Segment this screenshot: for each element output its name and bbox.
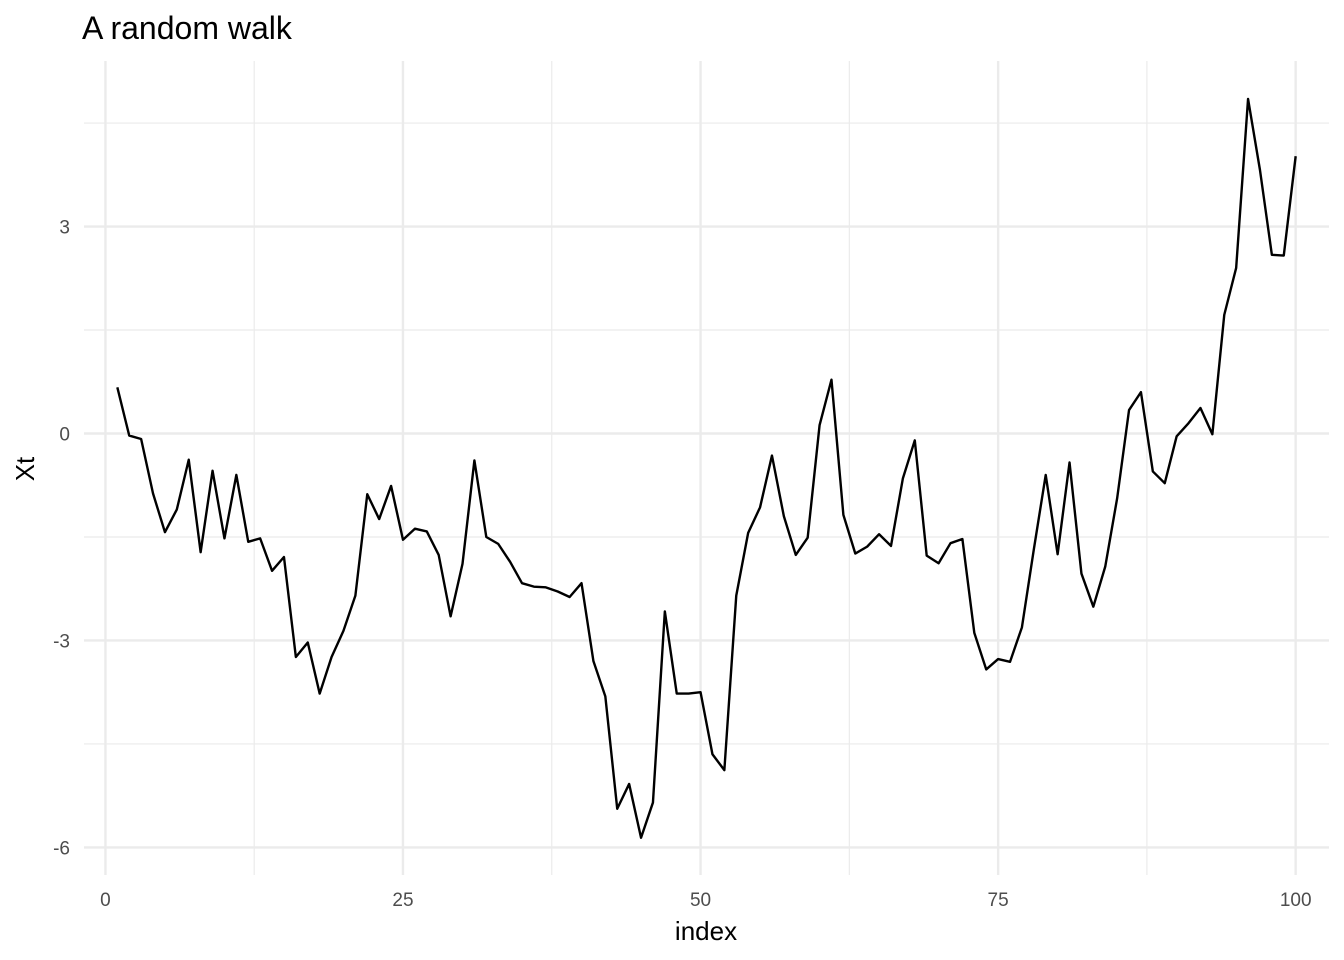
y-tick-label: 3 [59, 218, 70, 239]
x-tick-label: 50 [690, 890, 711, 911]
x-tick-label: 25 [392, 890, 413, 911]
x-axis-ticks: 0 25 50 75 100 [100, 890, 1311, 911]
y-tick-label: -3 [53, 631, 70, 652]
x-tick-label: 0 [100, 890, 111, 911]
x-axis-title: index [675, 916, 737, 946]
y-tick-label: -6 [53, 838, 70, 859]
y-tick-label: 0 [59, 425, 70, 446]
x-tick-label: 75 [988, 890, 1009, 911]
x-tick-label: 100 [1280, 890, 1312, 911]
grid [84, 61, 1329, 875]
chart-title: A random walk [82, 10, 293, 46]
series-line [116, 97, 1297, 839]
y-axis-title: Xt [10, 456, 40, 481]
y-axis-ticks: -6 -3 0 3 [53, 218, 70, 860]
